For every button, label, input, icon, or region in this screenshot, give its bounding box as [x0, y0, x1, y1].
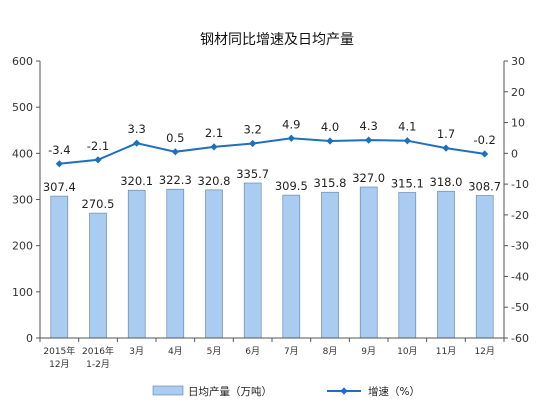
x-tick-label-9-0: 10月	[397, 346, 417, 357]
x-tick-label-0-0: 2015年	[43, 345, 75, 357]
legend-line-marker	[340, 387, 348, 395]
chart-title: 钢材同比增速及日均产量	[200, 32, 354, 48]
x-tick-label-6-0: 7月	[284, 346, 299, 357]
bar-6	[282, 194, 301, 339]
left-tick-label-3: 300	[12, 194, 33, 207]
left-tick-label-1: 100	[12, 286, 33, 299]
growth-point-0	[55, 160, 63, 168]
bar-value-label-9: 315.1	[391, 177, 424, 191]
right-tick-label-6: 0	[511, 147, 518, 160]
bar-value-label-2: 320.1	[120, 174, 153, 188]
growth-value-label-3: 0.5	[166, 131, 184, 145]
left-tick-label-2: 200	[12, 240, 33, 253]
bar-7	[321, 191, 339, 339]
bar-4	[205, 189, 223, 339]
x-tick-label-4-0: 5月	[207, 346, 222, 357]
growth-value-label-9: 4.1	[398, 120, 416, 134]
growth-point-5	[249, 139, 257, 148]
left-tick-label-4: 400	[12, 147, 33, 160]
growth-value-label-5: 3.2	[244, 122, 262, 136]
growth-point-9	[403, 137, 411, 145]
bar-value-label-6: 309.5	[275, 179, 308, 193]
bar-8	[359, 186, 378, 339]
bar-value-label-0: 307.4	[43, 180, 76, 194]
bar-2	[127, 189, 146, 339]
bar-value-label-7: 315.8	[314, 176, 347, 190]
growth-point-7	[326, 137, 334, 145]
right-tick-label-2: -40	[511, 270, 529, 283]
bar-11	[475, 195, 494, 339]
bar-value-label-5: 335.7	[236, 167, 269, 181]
growth-value-label-1: -2.1	[87, 139, 109, 153]
bar-5	[243, 182, 262, 339]
right-tick-label-7: 10	[511, 117, 525, 130]
x-tick-label-7-0: 8月	[323, 346, 338, 357]
growth-point-4	[210, 143, 218, 151]
right-tick-label-0: -60	[511, 332, 529, 345]
growth-point-3	[171, 148, 179, 156]
growth-value-label-7: 4.0	[321, 120, 339, 134]
growth-value-label-8: 4.3	[360, 119, 378, 133]
x-tick-label-2-0: 3月	[129, 346, 144, 357]
left-tick-label-6: 600	[12, 55, 33, 68]
bar-0	[50, 195, 69, 339]
left-tick-label-5: 500	[12, 101, 33, 114]
x-tick-label-8-0: 9月	[361, 346, 376, 357]
right-tick-label-4: -20	[511, 209, 529, 222]
bar-value-label-3: 322.3	[159, 173, 192, 187]
growth-point-11	[481, 150, 489, 158]
right-tick-label-8: 20	[511, 86, 525, 99]
growth-value-label-11: -0.2	[473, 133, 495, 147]
growth-value-label-10: 1.7	[437, 127, 455, 141]
legend-line-label: 增速（%）	[368, 385, 420, 398]
bar-value-label-1: 270.5	[82, 197, 115, 211]
x-tick-label-11-0: 12月	[474, 346, 494, 357]
x-tick-label-3-0: 4月	[168, 346, 183, 357]
growth-value-label-0: -3.4	[48, 143, 70, 157]
right-tick-label-1: -50	[511, 301, 529, 314]
bar-3	[166, 188, 185, 339]
growth-value-label-2: 3.3	[128, 122, 146, 136]
growth-value-label-4: 2.1	[205, 126, 223, 140]
growth-value-label-6: 4.9	[282, 117, 300, 131]
bar-value-label-4: 320.8	[198, 174, 231, 188]
growth-point-2	[133, 139, 141, 147]
legend-bar-swatch	[152, 385, 184, 396]
x-tick-label-5-0: 6月	[245, 346, 260, 357]
growth-point-10	[442, 144, 450, 152]
legend: 日均产量（万吨） 增速（%）	[152, 385, 420, 398]
growth-point-1	[94, 156, 102, 164]
bar-value-label-8: 327.0	[352, 171, 385, 185]
left-tick-label-0: 0	[26, 332, 33, 345]
growth-point-6	[287, 134, 295, 142]
plot-area: 0 100 200 300 400 500 600 -60 -50 -40 -30 -20 -10 0 10…	[12, 55, 529, 370]
right-tick-label-3: -30	[511, 240, 529, 253]
growth-line	[59, 137, 485, 165]
bar-value-label-10: 318.0	[430, 175, 463, 189]
legend-bar-label: 日均产量（万吨）	[188, 385, 272, 398]
x-tick-label-10-0: 11月	[436, 346, 456, 357]
x-tick-label-1-1: 1-2月	[86, 359, 110, 370]
x-tick-label-0-1: 12月	[49, 359, 69, 370]
bar-9	[398, 192, 417, 339]
bar-value-label-11: 308.7	[468, 179, 501, 193]
bar-1	[89, 212, 107, 339]
x-tick-label-1-0: 2016年	[82, 345, 114, 357]
right-tick-label-9: 30	[511, 55, 525, 68]
right-tick-label-5: -10	[511, 178, 529, 191]
bar-10	[437, 190, 455, 339]
growth-point-8	[365, 136, 373, 144]
